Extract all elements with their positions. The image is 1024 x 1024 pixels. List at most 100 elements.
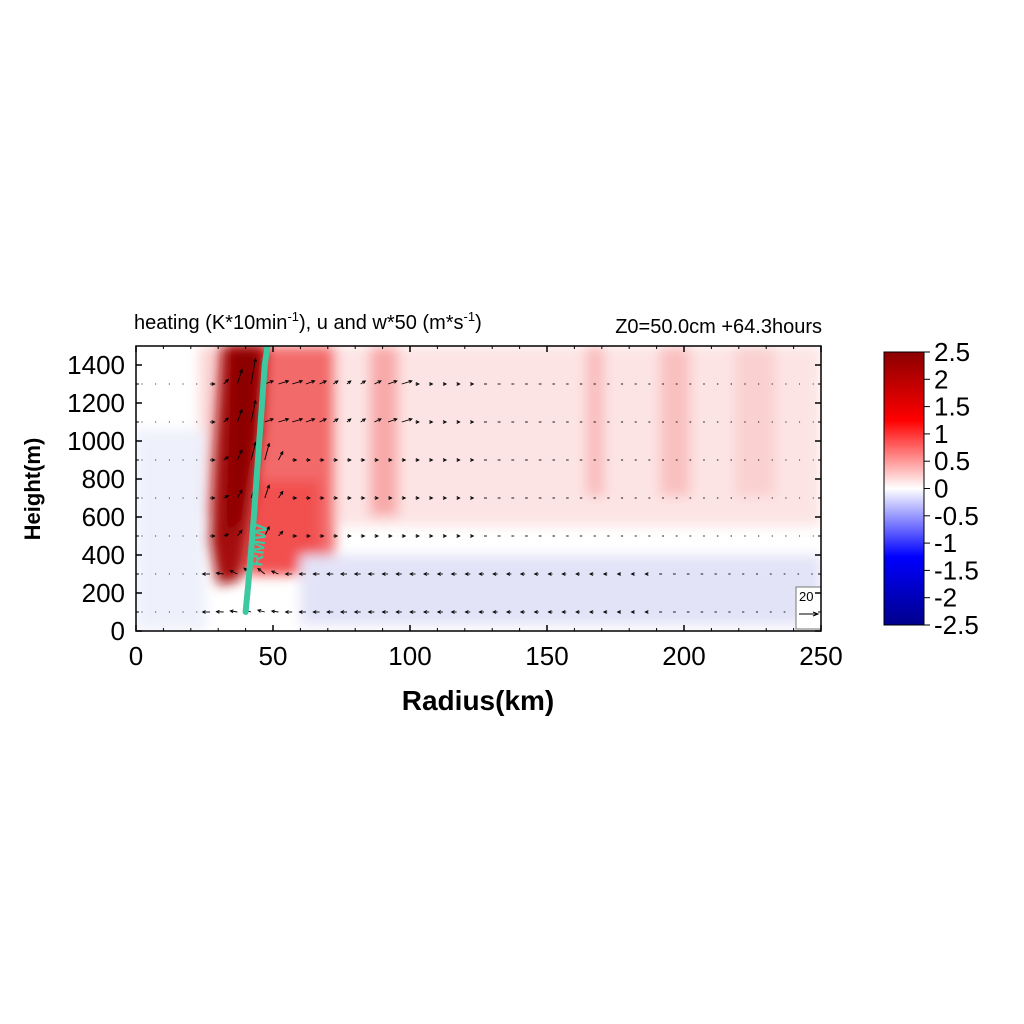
colorbar-tick-label: -1.5 <box>934 555 979 585</box>
wind-vector-head <box>630 610 635 614</box>
wind-vector-head <box>408 417 413 422</box>
y-tick-label: 600 <box>82 502 125 532</box>
wind-vector <box>271 570 279 575</box>
cooling-region-surface <box>300 555 821 625</box>
wind-vector-head <box>298 610 303 614</box>
wind-vector-head <box>334 380 339 385</box>
wind-vector-head <box>415 382 420 386</box>
wind-vector-head <box>353 610 358 614</box>
colorbar-ticks: 2.521.510.50-0.5-1-1.5-2-2.5 <box>924 337 979 640</box>
wind-vector-head <box>285 379 290 384</box>
wind-vector-head <box>293 458 298 462</box>
wind-vector-head <box>422 610 428 614</box>
wind-vector-head <box>409 610 414 614</box>
wind-vector <box>278 418 289 423</box>
y-tick-label: 800 <box>82 464 125 494</box>
wind-vector-head <box>361 418 367 423</box>
wind-vector-head <box>492 610 497 614</box>
wind-vector-head <box>334 534 339 538</box>
wind-vector <box>264 485 270 499</box>
wind-vector-head <box>224 378 230 383</box>
wind-vector-head <box>353 572 358 576</box>
wind-vector-head <box>284 610 289 614</box>
wind-vector <box>264 526 270 537</box>
wind-vector <box>278 451 284 461</box>
wind-vector-head <box>388 496 393 500</box>
wind-vector <box>264 443 270 461</box>
wind-vector-head <box>442 534 448 538</box>
colorbar-tick-label: 1 <box>934 419 948 449</box>
x-tick-label: 200 <box>662 641 705 671</box>
wind-vector-head <box>408 379 413 384</box>
wind-vector-head <box>374 534 380 538</box>
wind-vector-head <box>312 572 317 576</box>
wind-vector-head <box>602 610 608 614</box>
wind-vector-head <box>561 572 566 576</box>
wind-vector <box>278 491 284 499</box>
chart-subtitle: Z0=50.0cm +64.3hours <box>615 316 822 338</box>
x-axis: 0 50 100 150 200 250 <box>129 346 843 671</box>
wind-vector-head <box>519 572 525 576</box>
wind-vector-head <box>284 572 289 576</box>
wind-vector <box>236 409 243 423</box>
colorbar-tick-label: 2 <box>934 364 948 394</box>
wind-vector-head <box>239 368 243 373</box>
wind-vector <box>257 609 265 613</box>
colorbar-tick-label: 0 <box>934 474 948 504</box>
y-tick-label: 200 <box>82 578 125 608</box>
wind-vector-head <box>211 420 216 424</box>
wind-vector-head <box>253 399 257 404</box>
wind-vector-head <box>256 609 262 613</box>
wind-vector-head <box>470 534 475 538</box>
wind-vector-head <box>409 572 414 576</box>
wind-vector-head <box>361 496 366 500</box>
colorbar-tick-label: -1 <box>934 528 957 558</box>
wind-vector-head <box>429 420 434 424</box>
wind-vector <box>264 418 274 423</box>
colorbar-tick-label: -0.5 <box>934 501 979 531</box>
wind-vector-head <box>215 609 220 614</box>
wind-vector <box>374 380 382 385</box>
wind-vector-head <box>464 572 469 576</box>
wind-vector-head <box>402 496 407 500</box>
wind-vector-head <box>238 529 243 534</box>
reference-vector: 20 <box>795 586 822 630</box>
wind-vector <box>250 400 256 423</box>
wind-vector-head <box>402 458 407 462</box>
wind-vector <box>216 572 224 575</box>
wind-vector <box>236 449 243 461</box>
wind-vector-head <box>415 458 420 462</box>
wind-vector-head <box>253 357 257 363</box>
wind-vector-head <box>298 379 304 384</box>
wind-vector-head <box>519 610 525 614</box>
wind-vector-head <box>279 490 284 495</box>
wind-vector-head <box>306 458 311 462</box>
x-tick-label: 0 <box>129 641 143 671</box>
wind-vector-head <box>320 458 325 462</box>
wind-vector-head <box>229 570 234 574</box>
reference-vector-label: 20 <box>799 589 813 604</box>
wind-vector-head <box>450 610 455 614</box>
wind-vector-head <box>393 380 398 384</box>
wind-vector-head <box>422 572 428 576</box>
y-axis-label: Height(m) <box>20 438 45 541</box>
wind-vector-head <box>347 380 352 385</box>
wind-vector-head <box>561 610 566 614</box>
wind-vector <box>237 530 243 537</box>
wind-vector-head <box>602 572 608 576</box>
wind-vector-head <box>415 534 420 538</box>
wind-vector <box>236 369 243 385</box>
wind-vector-head <box>269 418 275 422</box>
wind-vector <box>401 418 413 423</box>
wind-vector-head <box>415 420 420 424</box>
wind-vector-head <box>644 610 649 614</box>
wind-vector-head <box>229 609 234 614</box>
colorbar-tick-label: 2.5 <box>934 337 970 367</box>
wind-vector-head <box>224 417 230 422</box>
wind-vector-head <box>239 408 243 414</box>
wind-vector <box>374 418 382 423</box>
wind-vector-head <box>298 417 304 422</box>
wind-vector <box>319 380 327 385</box>
wind-vector-head <box>322 380 328 384</box>
